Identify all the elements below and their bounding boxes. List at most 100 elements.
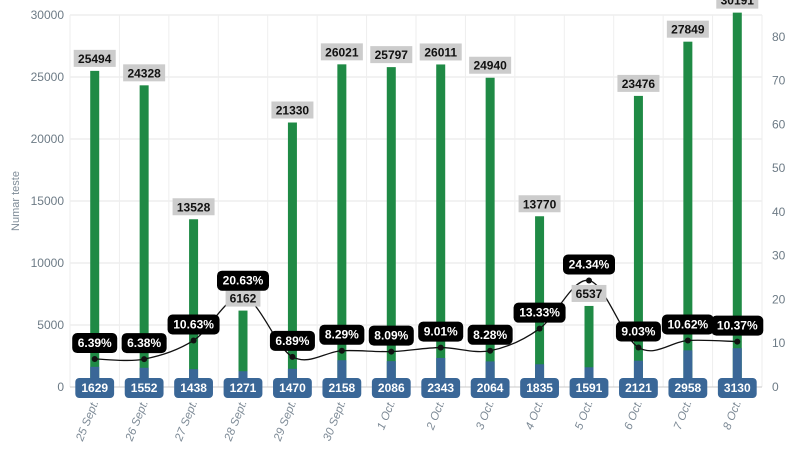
- bar-positives: [337, 360, 347, 387]
- positivity-point: [536, 325, 543, 332]
- y-axis-left: 0 5000 10000 15000 20000 25000 30000: [31, 8, 65, 394]
- positivity-point: [437, 344, 444, 351]
- positives-label: 2958: [675, 381, 702, 395]
- tests-label: 25494: [78, 52, 112, 66]
- positivity-label-box: [121, 333, 167, 354]
- y-tick-label-right: 10: [772, 336, 786, 350]
- positivity-point: [684, 337, 691, 344]
- tests-label-box: [225, 289, 261, 307]
- positives-label: 1629: [81, 381, 108, 395]
- y-tick-label-left: 25000: [31, 70, 65, 84]
- tests-label-box: [73, 49, 116, 67]
- tests-label-box: [271, 101, 314, 119]
- positives-label-box: [470, 378, 510, 398]
- y-tick-label-right: 50: [772, 161, 786, 175]
- positivity-label: 8.09%: [374, 329, 408, 343]
- bar-tests: [238, 310, 248, 387]
- positives-label: 1438: [180, 381, 207, 395]
- positivity-point: [586, 277, 592, 284]
- tests-label: 21330: [276, 104, 310, 118]
- bar-tests: [386, 67, 396, 388]
- positives-label: 3130: [724, 381, 751, 395]
- positives-label-box: [273, 378, 312, 398]
- y-tick-label-left: 30000: [31, 8, 65, 22]
- bar-tests: [485, 77, 495, 387]
- positivity-label-box: [368, 325, 414, 346]
- tests-label-box: [320, 43, 363, 61]
- y-axis-title: Numar teste: [10, 171, 22, 231]
- x-tick-label: 6 Oct.: [623, 399, 646, 432]
- bar-tests: [633, 95, 643, 388]
- tests-label-box: [123, 64, 166, 82]
- positivity-point: [91, 356, 98, 363]
- tests-label: 6162: [230, 292, 257, 306]
- positivity-label-box: [167, 314, 220, 335]
- positives-label-box: [124, 378, 164, 398]
- positivity-label: 10.62%: [668, 318, 709, 332]
- positives-label-box: [174, 378, 213, 398]
- positivity-label: 10.63%: [173, 317, 214, 331]
- positives-label-box: [322, 378, 362, 398]
- y-tick-label-right: 20: [772, 292, 786, 306]
- positives-label: 2121: [625, 381, 652, 395]
- positivity-label: 20.63%: [223, 274, 264, 288]
- positivity-point: [734, 338, 741, 345]
- x-tick-label: 29 Sept.: [272, 399, 300, 444]
- tests-label-box: [469, 56, 512, 74]
- bar-positives: [90, 366, 100, 387]
- bar-tests: [535, 216, 545, 387]
- positivity-label: 6.89%: [275, 334, 309, 348]
- bar-tests: [139, 85, 149, 388]
- tests-label: 25797: [375, 48, 409, 62]
- tests-label-box: [518, 195, 561, 213]
- positives-label-box: [520, 378, 559, 398]
- positivity-label: 8.29%: [325, 328, 359, 342]
- positivity-point: [487, 347, 494, 354]
- positivity-label: 6.39%: [78, 336, 112, 350]
- positivity-label-box: [711, 315, 764, 336]
- bar-tests: [189, 219, 199, 387]
- data-labels: 25494 1629 6.39% 24328 1552 6.38% 13528 1438 10.…: [72, 0, 764, 398]
- x-tick-label: 5 Oct.: [573, 399, 596, 432]
- bar-tests: [732, 12, 742, 388]
- bar-positives: [436, 357, 446, 387]
- positivity-point: [141, 356, 148, 363]
- tests-label: 24328: [127, 66, 161, 80]
- positives-label: 1591: [576, 381, 603, 395]
- positives-label: 2343: [427, 381, 454, 395]
- x-tick-label: 27 Sept.: [173, 399, 201, 444]
- positivity-label: 24.34%: [569, 257, 610, 271]
- bar-tests: [287, 122, 297, 388]
- positivity-label-box: [563, 254, 615, 275]
- positivity-point: [338, 347, 345, 354]
- positivity-label-box: [217, 270, 269, 291]
- positivity-point: [388, 348, 395, 355]
- x-axis: 25 Sept. 26 Sept. 27 Sept. 28 Sept. 29 Sept.…: [74, 399, 744, 444]
- positives-label: 2064: [477, 381, 504, 395]
- positives-label-box: [421, 378, 461, 398]
- y-tick-label-right: 70: [772, 74, 786, 88]
- x-tick-label: 30 Sept.: [321, 399, 348, 443]
- positivity-label: 9.01%: [424, 325, 458, 339]
- tests-label: 27849: [671, 23, 705, 37]
- bar-tests: [436, 64, 446, 388]
- y-tick-label-left: 10000: [31, 256, 65, 270]
- positives-label-box: [75, 378, 115, 398]
- tests-label: 26011: [424, 45, 457, 59]
- tests-label: 24940: [473, 59, 507, 73]
- x-tick-label: 26 Sept.: [123, 399, 151, 444]
- positivity-label-box: [319, 324, 365, 345]
- positives-label: 2158: [329, 381, 356, 395]
- tests-label: 30191: [721, 0, 755, 8]
- positivity-label: 13.33%: [519, 306, 560, 320]
- tests-label-box: [571, 284, 607, 302]
- positivity-label: 10.37%: [717, 319, 758, 333]
- positives-label-box: [223, 378, 263, 398]
- y-tick-label-right: 40: [772, 205, 786, 219]
- positivity-label-box: [467, 324, 513, 345]
- bar-positives: [584, 367, 594, 387]
- x-tick-label: 28 Sept.: [222, 399, 250, 444]
- positives-label-box: [569, 378, 609, 398]
- bar-tests: [584, 305, 594, 387]
